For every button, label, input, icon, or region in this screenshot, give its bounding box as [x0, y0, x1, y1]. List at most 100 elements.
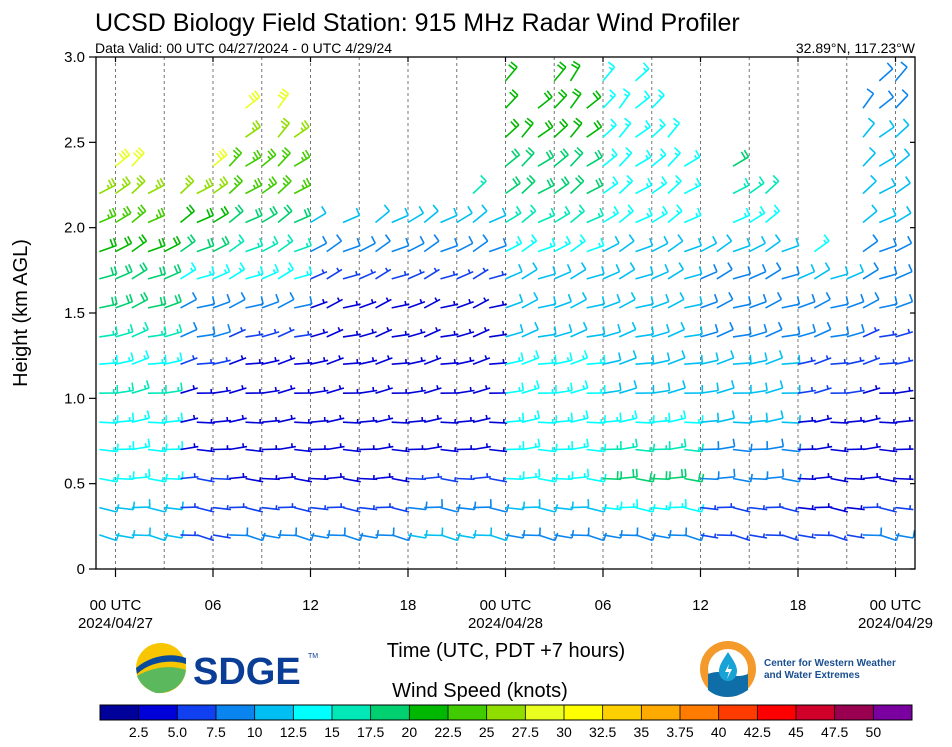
barb-feather [432, 204, 439, 212]
wind-barb [895, 386, 914, 394]
wind-barb [749, 441, 769, 451]
wind-barb [115, 205, 132, 224]
barb-feather [845, 296, 849, 305]
barb-feather [660, 148, 667, 156]
wind-barb [553, 148, 569, 167]
wind-barb [294, 359, 313, 365]
barb-half-feather [518, 386, 521, 392]
barb-feather [632, 469, 635, 478]
wind-barb [797, 386, 816, 394]
wind-barb [342, 207, 361, 224]
barb-feather [268, 178, 275, 186]
wind-barb [310, 445, 329, 451]
wind-barb [569, 204, 586, 224]
plot-frame [95, 56, 916, 570]
barb-half-feather [437, 443, 440, 448]
barb-shaft [440, 534, 458, 542]
barb-shaft [586, 303, 605, 309]
barb-shaft [732, 362, 751, 365]
barb-feather [750, 443, 753, 452]
barb-shaft [716, 417, 735, 423]
colorbar-swatch [757, 705, 797, 720]
wind-barb [716, 531, 735, 537]
barb-shaft [277, 534, 297, 537]
wind-barb [846, 416, 865, 423]
barb-shaft [407, 331, 426, 338]
wind-barb [391, 447, 410, 453]
wind-barb [261, 357, 280, 365]
barb-shaft [894, 154, 911, 167]
barb-feather [126, 205, 132, 214]
barb-shaft [684, 534, 702, 542]
barb-feather [860, 293, 865, 302]
wind-barb [391, 418, 410, 424]
wind-barb [846, 386, 865, 394]
barb-shaft [131, 357, 149, 365]
wind-barb [618, 234, 635, 253]
barb-feather [609, 89, 616, 96]
wind-barb [342, 270, 361, 280]
barb-feather [696, 207, 702, 216]
barb-shaft [521, 387, 540, 394]
wind-barb [293, 532, 315, 542]
barb-feather [123, 148, 131, 156]
wind-barb [700, 441, 720, 451]
barb-half-feather [300, 127, 304, 132]
wind-barb [131, 380, 150, 394]
wind-barb [440, 477, 459, 483]
barb-feather [572, 60, 581, 67]
barb-feather [282, 117, 290, 124]
barb-feather [698, 266, 703, 275]
barb-shaft [472, 210, 488, 224]
y-tick-label: 1.5 [64, 305, 85, 322]
wind-barb [879, 330, 898, 338]
barb-feather [824, 262, 831, 270]
wind-barb [277, 117, 291, 138]
barb-shaft [99, 333, 118, 338]
wind-barb [716, 321, 734, 338]
barb-shaft [375, 445, 394, 451]
wind-barb [147, 177, 165, 195]
wind-barb [862, 234, 879, 253]
barb-feather [212, 326, 216, 335]
barb-feather [281, 149, 289, 157]
barb-shaft [781, 244, 799, 253]
wind-barb [99, 266, 118, 280]
colorbar-label: 20 [402, 724, 418, 740]
barb-feather [625, 147, 633, 154]
wind-barb [651, 412, 671, 423]
barb-shaft [879, 273, 897, 280]
chart-subtitle-location: 32.89°N, 117.23°W [796, 40, 916, 56]
barb-shaft [862, 506, 882, 509]
barb-feather [156, 179, 162, 188]
barb-shaft [277, 240, 294, 253]
barb-feather [672, 117, 680, 124]
barb-half-feather [549, 242, 553, 248]
barb-feather [546, 90, 553, 98]
barb-shaft [505, 389, 524, 394]
barb-shaft [521, 506, 540, 509]
wind-barb [131, 527, 151, 537]
barb-feather [617, 323, 622, 333]
barb-shaft [375, 534, 394, 537]
barb-feather [551, 237, 556, 246]
barb-shaft [131, 180, 146, 195]
barb-shaft [700, 534, 719, 539]
wind-barb [537, 266, 557, 280]
barb-feather [646, 149, 652, 158]
wind-barb [732, 207, 751, 224]
wind-barb [569, 60, 581, 82]
barb-shaft [294, 303, 312, 309]
barb-shaft [781, 448, 800, 453]
barb-feather [433, 234, 440, 242]
barb-feather [159, 296, 163, 306]
wind-barb [586, 326, 606, 338]
wind-barb [651, 263, 670, 280]
wind-barb [293, 177, 311, 195]
wind-barb [228, 292, 246, 309]
wind-barb [147, 532, 169, 542]
barb-shaft [115, 212, 132, 224]
barb-shaft [895, 534, 914, 539]
barb-feather [549, 177, 555, 186]
barb-shaft [846, 300, 864, 309]
